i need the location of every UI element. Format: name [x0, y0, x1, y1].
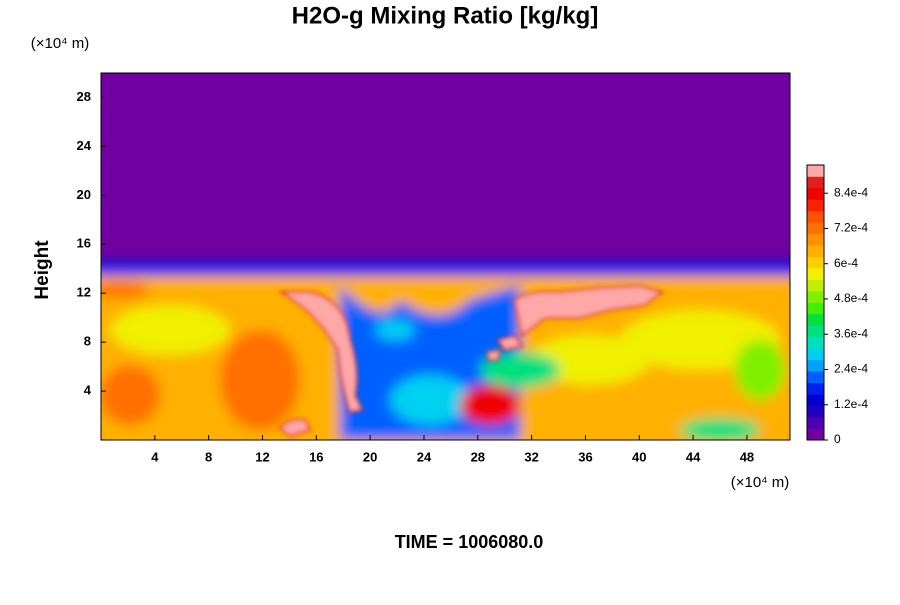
y-tick-label: 12: [77, 285, 91, 300]
colorbar-band: [807, 187, 824, 200]
y-label: Height: [32, 240, 53, 300]
y-tick-label: 8: [84, 334, 91, 349]
colorbar-band: [807, 245, 824, 257]
field: [101, 73, 790, 440]
colorbar-band: [807, 394, 824, 406]
colorbar-band: [807, 382, 824, 395]
colorbar-band: [807, 165, 824, 177]
colorbar-band: [807, 210, 824, 223]
y-unit: (×10⁴ m): [31, 35, 90, 52]
x-tick-label: 24: [417, 449, 432, 464]
x-tick-label: 20: [363, 449, 377, 464]
y-tick-label: 4: [84, 383, 92, 398]
x-tick-label: 32: [524, 449, 538, 464]
colorbar-band: [807, 405, 824, 418]
colorbar-tick-label: 0: [834, 432, 841, 446]
x-unit: (×10⁴ m): [731, 474, 790, 491]
colorbar-frame: [806, 164, 825, 441]
colorbar-tick-label: 4.8e-4: [834, 291, 868, 305]
x-tick-label: 40: [632, 449, 646, 464]
x-tick-label: 48: [740, 449, 754, 464]
colorbar-band: [807, 417, 824, 429]
x-tick-label: 12: [255, 449, 269, 464]
time-label: TIME = 1006080.0: [395, 532, 544, 552]
colorbar-tick-label: 3.6e-4: [834, 326, 868, 340]
plot-frame: [100, 72, 791, 441]
x-tick-label: 4: [151, 449, 159, 464]
colorbar-band: [807, 279, 824, 292]
colorbar-tick-label: 6e-4: [834, 256, 858, 270]
colorbar-tick-label: 1.2e-4: [834, 397, 868, 411]
x-tick-label: 16: [309, 449, 323, 464]
colorbar-band: [807, 199, 824, 212]
colorbar-band: [807, 256, 824, 269]
colorbar-band: [807, 291, 824, 303]
colorbar-band: [807, 222, 824, 235]
colorbar-band: [807, 313, 824, 326]
colorbar-band: [807, 348, 824, 361]
colorbar-band: [807, 302, 824, 315]
colorbar-band: [807, 233, 824, 246]
colorbar-band: [807, 336, 824, 349]
colorbar-band: [807, 268, 824, 280]
x-tick-label: 28: [471, 449, 485, 464]
colorbar-band: [807, 371, 824, 384]
colorbar-tick-label: 2.4e-4: [834, 362, 868, 376]
colorbar-band: [807, 325, 824, 338]
y-tick-label: 24: [77, 138, 92, 153]
y-tick-label: 16: [77, 236, 91, 251]
chart-title: H2O-g Mixing Ratio [kg/kg]: [292, 2, 599, 29]
x-tick-label: 8: [205, 449, 212, 464]
y-tick-label: 28: [77, 89, 91, 104]
colorbar-band: [807, 176, 824, 189]
x-tick-label: 36: [578, 449, 592, 464]
y-tick-label: 20: [77, 187, 91, 202]
colorbar-band: [807, 359, 824, 372]
colorbar-tick-label: 7.2e-4: [834, 221, 868, 235]
x-tick-label: 44: [686, 449, 701, 464]
colorbar-band: [807, 428, 824, 441]
colorbar-tick-label: 8.4e-4: [834, 185, 868, 199]
